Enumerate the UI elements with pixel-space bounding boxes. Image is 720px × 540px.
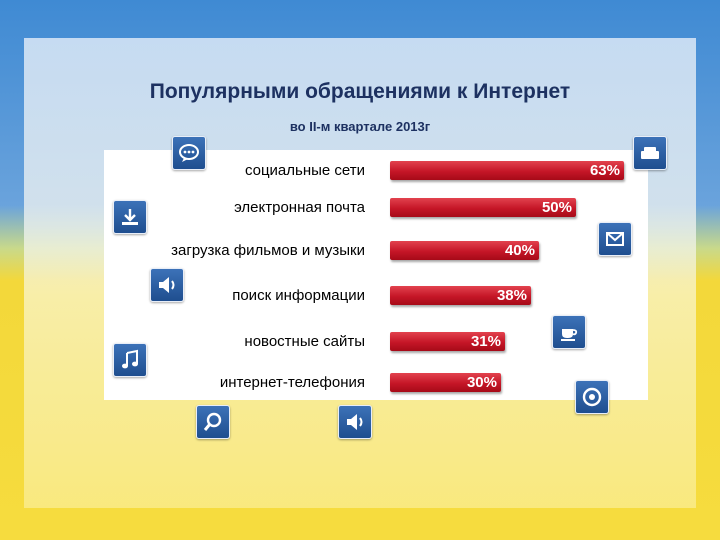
speaker-icon [150,268,184,302]
chat-bubble-icon [172,136,206,170]
data-label: 40% [504,242,535,259]
mail-icon [598,222,632,256]
coffee-cup-icon [552,315,586,349]
bar: 38% [390,286,531,305]
category-label: загрузка фильмов и музыки [171,242,365,259]
chart-title: Популярными обращениями к Интернет [149,80,571,103]
bar: 31% [390,332,505,351]
category-label: поиск информации [232,287,365,304]
speaker-icon [338,405,372,439]
data-label: 50% [541,199,572,216]
music-note-icon [113,343,147,377]
bar: 50% [390,198,576,217]
category-label: социальные сети [244,162,365,179]
data-label: 63% [589,162,620,179]
chart-panel [104,150,648,400]
category-label: электронная почта [234,199,365,216]
category-label: интернет-телефония [219,374,365,391]
bar: 30% [390,373,501,392]
bar: 63% [390,161,624,180]
data-label: 38% [496,287,527,304]
bar: 40% [390,241,539,260]
magnifier-icon [196,405,230,439]
data-label: 31% [470,333,501,350]
download-icon [113,200,147,234]
data-label: 30% [466,374,497,391]
chart-subtitle: во II-м квартале 2013г [289,119,431,134]
category-label: новостные сайты [244,333,365,350]
disc-icon [575,380,609,414]
sofa-icon [633,136,667,170]
